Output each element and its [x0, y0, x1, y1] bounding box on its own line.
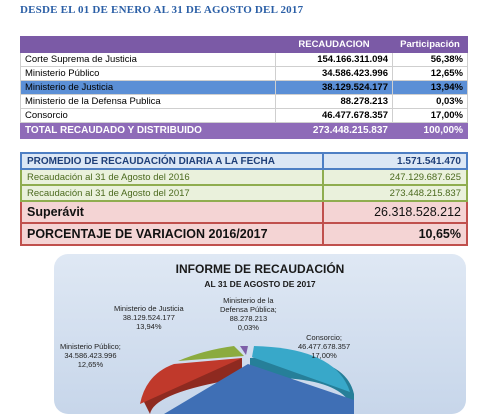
- surplus-row: Superávit 26.318.528.212: [20, 200, 468, 224]
- daily-average-value: 1.571.541.470: [322, 152, 468, 170]
- total-label: TOTAL RECAUDADO Y DISTRIBUIDO: [20, 122, 276, 139]
- daily-average-label: PROMEDIO DE RECAUDACIÓN DIARIA A LA FECH…: [20, 152, 324, 170]
- entity-name: Ministerio de Justicia: [20, 80, 276, 95]
- total-row: TOTAL RECAUDADO Y DISTRIBUIDO 273.448.21…: [20, 122, 468, 139]
- slice-publico-side: [144, 358, 242, 414]
- collection-2016-row: Recaudación al 31 de Agosto del 2016 247…: [20, 168, 468, 186]
- report-period: DESDE EL 01 DE ENERO AL 31 DE AGOSTO DEL…: [20, 4, 304, 16]
- collection-2016-label: Recaudación al 31 de Agosto del 2016: [20, 168, 324, 186]
- label-defensa-name2: Defensa Pública;: [220, 305, 277, 314]
- label-consorcio-amount: 46.477.678.357: [298, 342, 351, 351]
- header-blank: [20, 36, 276, 53]
- distribution-table: RECAUDACION Participación Corte Suprema …: [20, 36, 468, 139]
- entity-name: Consorcio: [20, 108, 276, 123]
- label-defensa-amount: 88.278.213: [229, 314, 268, 323]
- slice-justicia: [178, 346, 244, 361]
- label-defensa-pct: 0,03%: [237, 323, 259, 332]
- label-publico-name: Ministerio Público;: [60, 342, 121, 351]
- entity-name: Ministerio de la Defensa Publica: [20, 94, 276, 109]
- collection-2017-label: Recaudación al 31 de Agosto del 2017: [20, 184, 324, 202]
- label-consorcio-name: Consorcio;: [306, 333, 342, 342]
- pie-chart: [140, 346, 354, 414]
- table-row-highlighted: Ministerio de Justicia 38.129.524.177 13…: [20, 80, 468, 95]
- label-consorcio-pct: 17,00%: [311, 351, 337, 360]
- total-amount: 273.448.215.837: [275, 122, 393, 139]
- entity-pct: 17,00%: [392, 108, 468, 123]
- variation-label: PORCENTAJE DE VARIACION 2016/2017: [20, 222, 324, 246]
- variation-value: 10,65%: [322, 222, 468, 246]
- entity-pct: 13,94%: [392, 80, 468, 95]
- variation-row: PORCENTAJE DE VARIACION 2016/2017 10,65%: [20, 222, 468, 246]
- entity-amount: 34.586.423.996: [275, 66, 393, 81]
- surplus-value: 26.318.528.212: [322, 200, 468, 224]
- label-justicia-name: Ministerio de Justicia: [114, 304, 184, 313]
- table-row: Ministerio de la Defensa Publica 88.278.…: [20, 94, 468, 109]
- entity-amount: 46.477.678.357: [275, 108, 393, 123]
- pie-chart-panel: INFORME DE RECAUDACIÓN AL 31 DE AGOSTO D…: [54, 254, 466, 414]
- entity-pct: 56,38%: [392, 52, 468, 67]
- collection-2017-value: 273.448.215.837: [322, 184, 468, 202]
- table-row: Ministerio Público 34.586.423.996 12,65%: [20, 66, 468, 81]
- slice-consorcio: [252, 346, 350, 392]
- entity-pct: 12,65%: [392, 66, 468, 81]
- daily-average-row: PROMEDIO DE RECAUDACIÓN DIARIA A LA FECH…: [20, 152, 468, 170]
- header-recaudacion: RECAUDACION: [275, 36, 393, 53]
- label-publico-pct: 12,65%: [77, 360, 104, 369]
- distribution-table-header: RECAUDACION Participación: [20, 36, 468, 53]
- label-justicia-pct: 13,94%: [136, 322, 162, 331]
- table-row: Corte Suprema de Justicia 154.166.311.09…: [20, 52, 468, 67]
- collection-2016-value: 247.129.687.625: [322, 168, 468, 186]
- chart-title: INFORME DE RECAUDACIÓN: [175, 262, 345, 276]
- label-defensa: Ministerio de la Defensa Pública; 88.278…: [220, 296, 277, 332]
- label-publico-amount: 34.586.423.996: [64, 351, 117, 360]
- label-defensa-name1: Ministerio de la: [223, 296, 274, 305]
- table-row: Consorcio 46.477.678.357 17,00%: [20, 108, 468, 123]
- entity-amount: 88.278.213: [275, 94, 393, 109]
- entity-name: Ministerio Público: [20, 66, 276, 81]
- label-consorcio: Consorcio; 46.477.678.357 17,00%: [298, 333, 350, 360]
- slice-defensa: [240, 346, 248, 355]
- label-justicia-amount: 38.129.524.177: [122, 313, 175, 322]
- entity-pct: 0,03%: [392, 94, 468, 109]
- collection-2017-row: Recaudación al 31 de Agosto del 2017 273…: [20, 184, 468, 202]
- entity-amount: 38.129.524.177: [275, 80, 393, 95]
- total-pct: 100,00%: [392, 122, 468, 139]
- label-publico: Ministerio Público; 34.586.423.996 12,65…: [60, 342, 121, 369]
- chart-subtitle: AL 31 DE AGOSTO DE 2017: [204, 279, 316, 289]
- surplus-label: Superávit: [20, 200, 324, 224]
- summary-table: PROMEDIO DE RECAUDACIÓN DIARIA A LA FECH…: [20, 152, 468, 246]
- entity-amount: 154.166.311.094: [275, 52, 393, 67]
- entity-name: Corte Suprema de Justicia: [20, 52, 276, 67]
- header-participacion: Participación: [392, 36, 468, 53]
- slice-publico: [140, 358, 242, 404]
- label-justicia: Ministerio de Justicia 38.129.524.177 13…: [114, 304, 184, 331]
